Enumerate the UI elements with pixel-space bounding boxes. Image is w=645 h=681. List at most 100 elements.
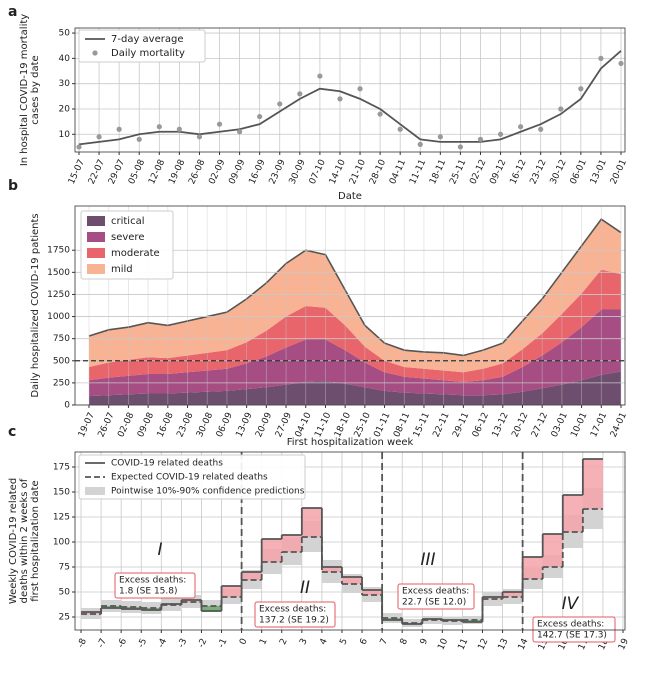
daily-point: [236, 129, 243, 135]
x-tick-label: 30-08: [195, 411, 215, 439]
x-tick-label: 6: [359, 637, 371, 647]
x-tick-label: 26-07: [97, 411, 117, 439]
excess-title: Excess deaths:: [259, 605, 326, 615]
x-tick-label: 16-08: [156, 411, 176, 439]
excess-fill: [582, 459, 603, 509]
x-tick-label: 17-01: [589, 411, 609, 439]
x-tick-label: 09-09: [227, 158, 247, 186]
x-tick-label: 24-01: [609, 411, 629, 439]
x-tick-label: 27-12: [530, 411, 550, 439]
x-tick-label: -7: [96, 637, 109, 649]
deficit-fill: [382, 618, 403, 620]
y-tick-label: 40: [59, 54, 71, 64]
daily-point: [457, 144, 464, 150]
y-tick-label: 1750: [47, 246, 70, 256]
y-tick-label: 1000: [47, 312, 70, 322]
x-tick-label: 25-11: [448, 158, 468, 186]
x-tick-label: 13: [497, 637, 511, 652]
excess-box: [397, 583, 475, 610]
x-tick-label: 26-08: [187, 158, 207, 186]
excess-title: Excess deaths:: [402, 587, 469, 597]
deficit-fill: [121, 607, 142, 609]
x-tick-label: -4: [156, 637, 169, 650]
y-axis-label: cases by date: [30, 55, 41, 124]
x-tick-label: 06-09: [215, 411, 235, 439]
x-tick-label: 9: [419, 637, 431, 647]
y-tick-label: 30: [59, 79, 71, 89]
daily-point: [497, 131, 504, 137]
x-tick-label: 11: [456, 637, 470, 652]
y-axis-label: Daily hospitalized COVID-19 patients: [30, 213, 41, 397]
y-tick-label: 175: [53, 463, 70, 473]
excess-fill: [502, 592, 523, 597]
x-tick-label: 12-08: [147, 158, 167, 186]
x-tick-label: 15-07: [67, 158, 87, 186]
x-tick-label: 09-08: [136, 411, 156, 439]
x-tick-label: 04-10: [294, 411, 314, 439]
x-tick-label: 29-07: [107, 158, 127, 186]
x-tick-label: 08-11: [392, 411, 412, 439]
excess-value: 142.7 (SE 17.3): [537, 631, 607, 641]
daily-point: [538, 126, 544, 132]
y-tick-label: 100: [53, 538, 70, 548]
x-tick-label: 13-09: [234, 411, 254, 439]
excess-box: [114, 572, 196, 599]
daily-point: [578, 86, 584, 92]
x-tick-label: 16-12: [508, 158, 528, 186]
x-tick-label: 20-12: [510, 411, 530, 439]
x-tick-label: -3: [177, 637, 190, 649]
x-tick-label: 20-09: [254, 411, 274, 439]
deficit-fill: [462, 620, 483, 622]
y-tick-label: 750: [53, 334, 70, 344]
x-tick-label: 30-12: [549, 158, 569, 186]
legend-label: 7-day average: [111, 34, 183, 45]
x-tick-label: 15-11: [412, 411, 432, 439]
x-tick-label: 22-07: [87, 158, 107, 186]
excess-value: 22.7 (SE 12.0): [402, 598, 466, 608]
period-label: II: [300, 578, 310, 598]
daily-point: [76, 144, 82, 150]
legend-swatch: [87, 232, 105, 242]
legend-swatch: [87, 248, 105, 258]
x-tick-label: 13-12: [491, 411, 511, 439]
excess-fill: [562, 495, 583, 532]
y-tick-label: 10: [59, 130, 71, 140]
x-tick-label: 02-09: [207, 158, 227, 186]
plot-frame: [74, 451, 626, 631]
x-tick-label: 21-10: [348, 158, 368, 186]
x-tick-label: 06-12: [471, 411, 491, 439]
daily-point: [96, 134, 102, 140]
excess-box: [532, 616, 616, 643]
area-band: [89, 219, 621, 373]
x-tick-label: 13-01: [589, 158, 609, 186]
daily-point: [477, 136, 484, 142]
excess-fill: [301, 508, 322, 537]
legend-box: [78, 29, 206, 63]
daily-point: [377, 111, 383, 117]
x-axis-label: Date: [338, 191, 362, 202]
x-tick-label: 2: [278, 637, 289, 646]
y-tick-label: 50: [59, 29, 71, 39]
area-band: [89, 269, 621, 383]
daily-point: [176, 126, 182, 132]
excess-fill: [221, 586, 242, 597]
daily-point: [618, 60, 624, 67]
x-tick-label: -8: [76, 637, 89, 650]
x-tick-label: 10: [436, 637, 450, 652]
y-axis-label: deaths within 2 weeks of: [19, 478, 30, 603]
excess-fill: [321, 567, 342, 572]
legend-swatch: [87, 216, 105, 226]
daily-point: [317, 73, 323, 79]
excess-fill: [362, 590, 383, 595]
x-tick-label: 04-11: [388, 158, 408, 186]
legend-box: [78, 454, 306, 500]
x-tick-label: 23-09: [268, 158, 288, 186]
x-tick-label: 07-10: [308, 158, 328, 186]
x-tick-label: 05-08: [127, 158, 147, 186]
daily-point: [437, 134, 443, 140]
x-tick-label: 23-12: [529, 158, 549, 186]
daily-point: [196, 134, 203, 140]
y-tick-label: 1250: [47, 290, 70, 300]
legend-marker: [92, 50, 98, 56]
